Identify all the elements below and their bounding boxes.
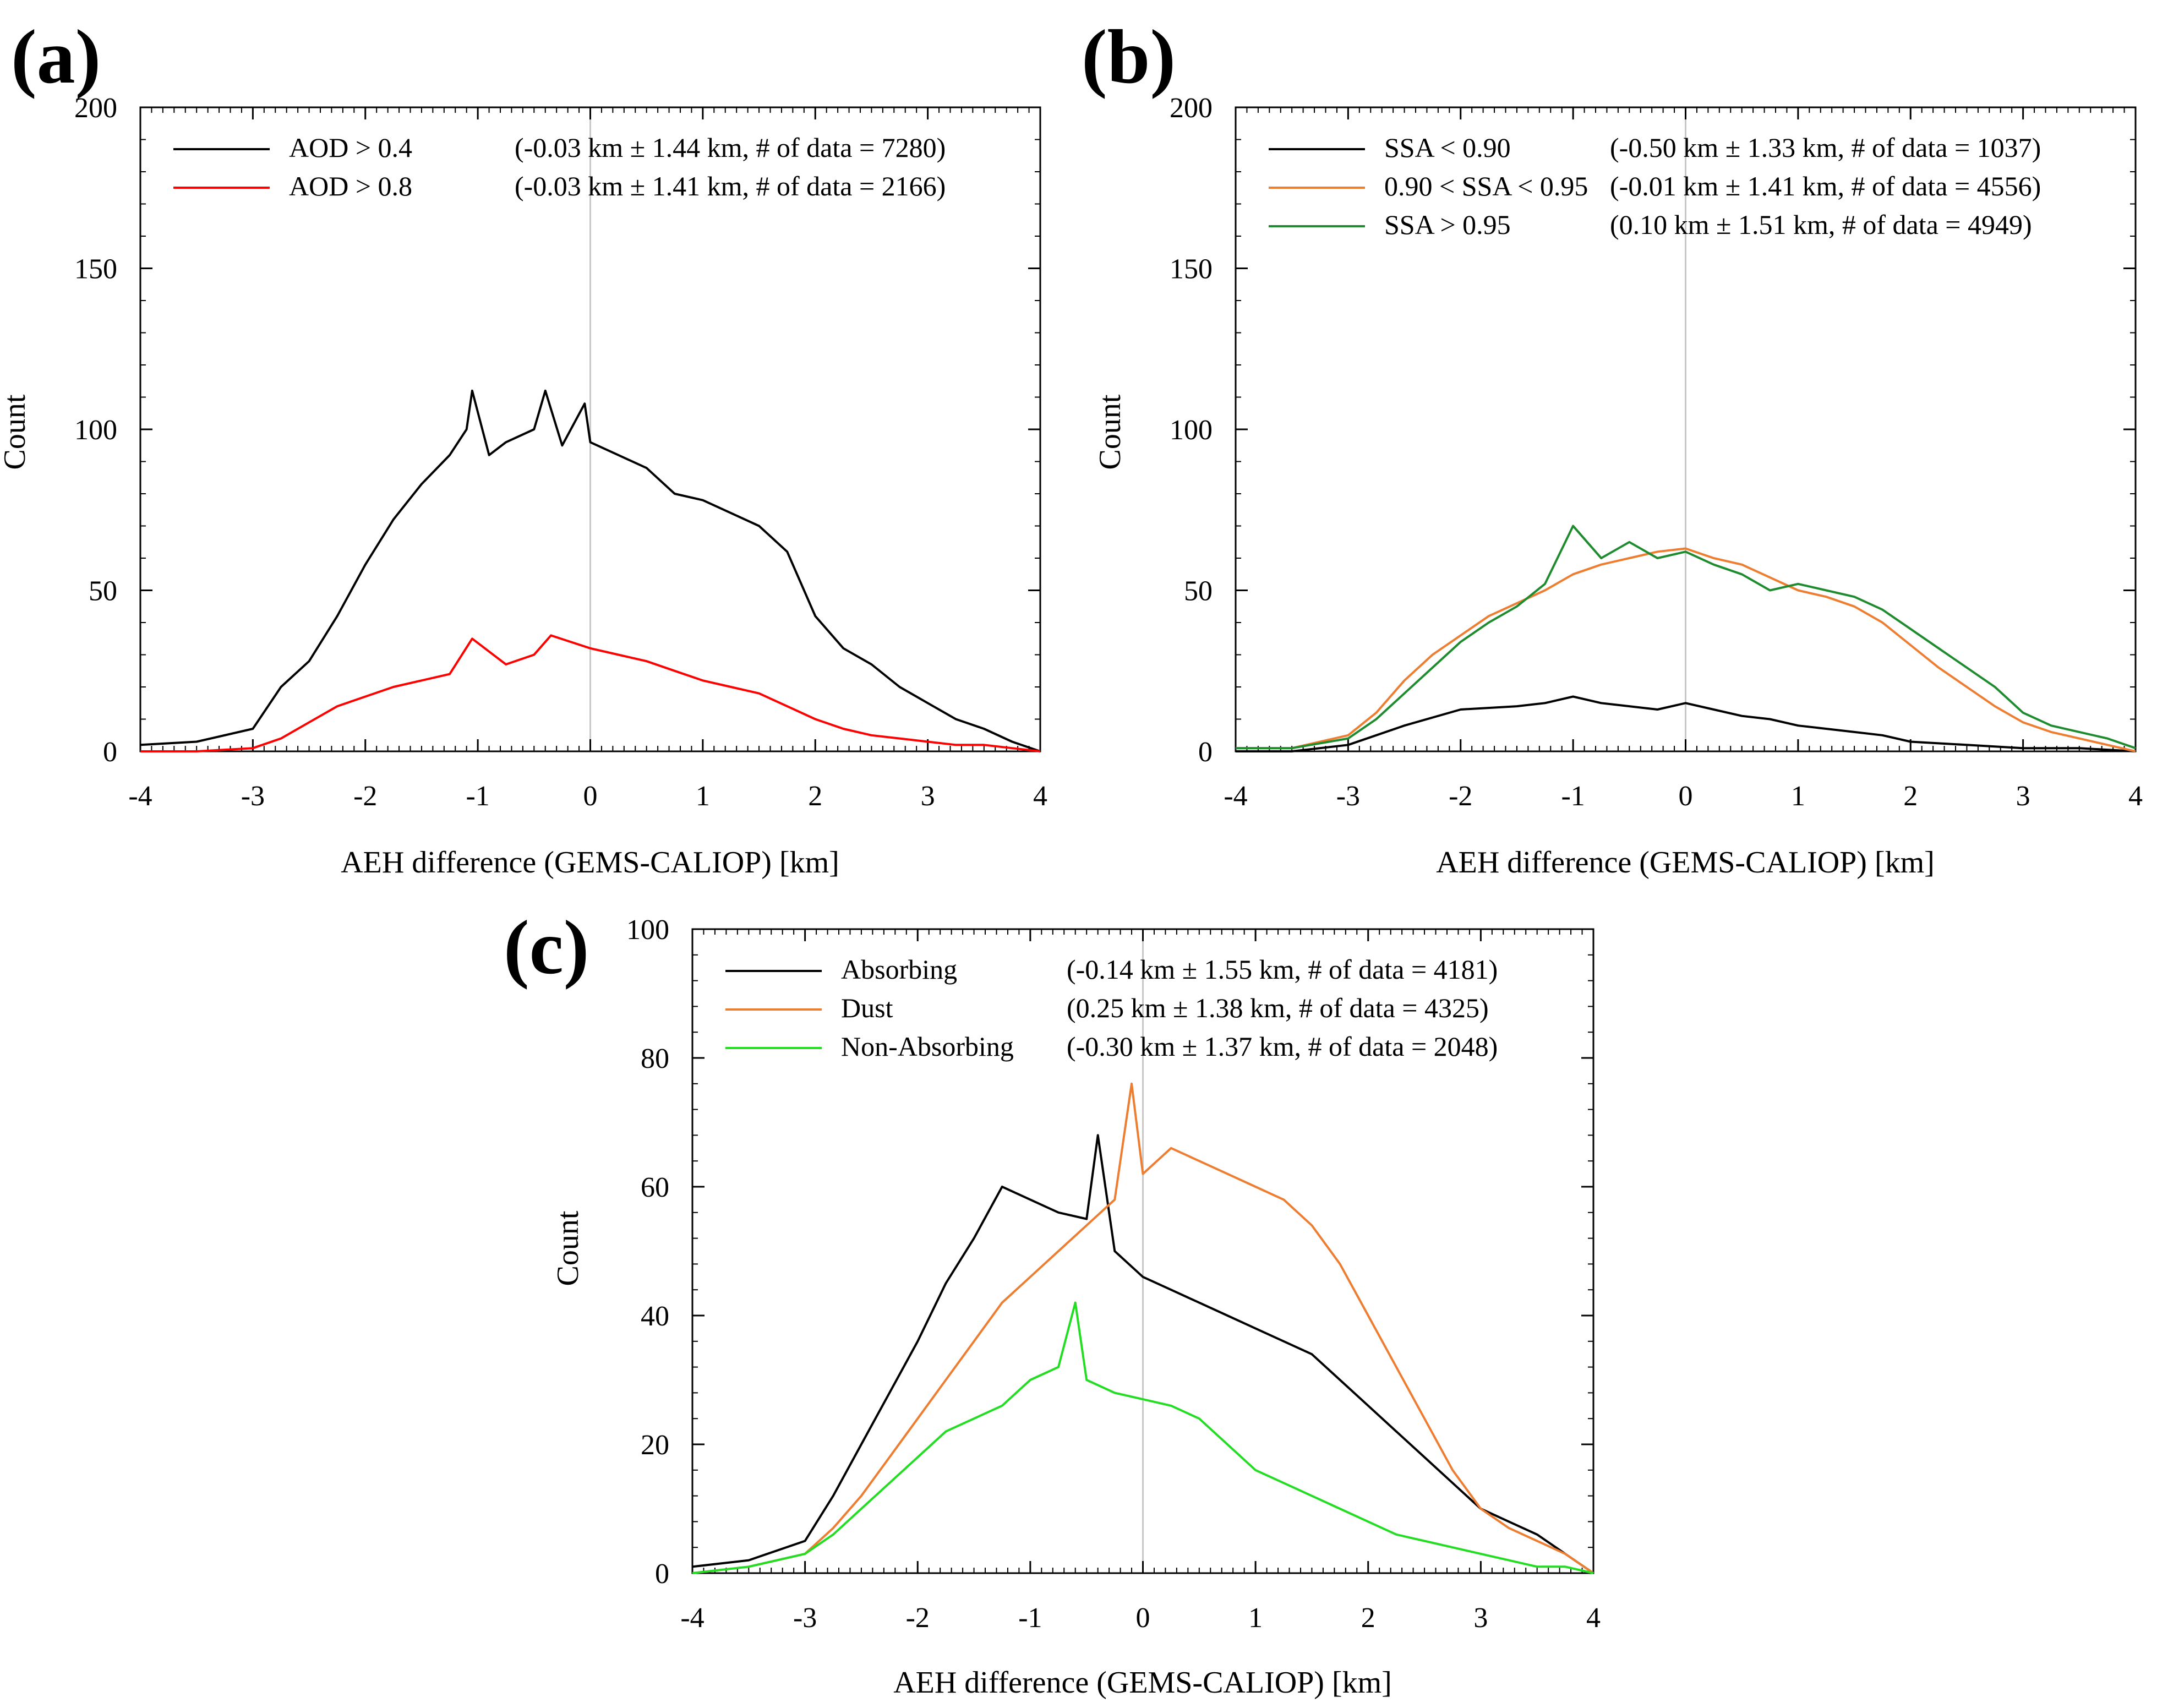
- legend-stats: (-0.03 km ± 1.44 km, # of data = 7280): [515, 132, 946, 163]
- x-tick-label: -3: [793, 1602, 817, 1634]
- y-tick-label: 60: [641, 1172, 669, 1203]
- y-tick-label: 100: [1170, 414, 1213, 446]
- series-line-2: [1236, 547, 2136, 752]
- legend-label: Absorbing: [841, 954, 957, 985]
- x-tick-label: 3: [2016, 781, 2030, 812]
- x-tick-label: 1: [1791, 781, 1805, 812]
- y-tick-label: 20: [641, 1429, 669, 1461]
- series-line-2: [140, 634, 1041, 752]
- legend-stats: (-0.01 km ± 1.41 km, # of data = 4556): [1610, 171, 2041, 201]
- x-tick-label: 0: [1679, 781, 1693, 812]
- y-tick-label: 80: [641, 1043, 669, 1074]
- series-line-3: [692, 1301, 1594, 1574]
- x-tick-label: -2: [1449, 781, 1472, 812]
- series-line-1: [1236, 695, 2136, 752]
- legend-label: SSA < 0.90: [1384, 132, 1511, 163]
- x-tick-label: -2: [906, 1602, 930, 1634]
- y-tick-label: 50: [89, 576, 117, 607]
- x-tick-label: 3: [921, 781, 935, 812]
- y-tick-label: 200: [1170, 92, 1213, 124]
- x-tick-label: -4: [128, 781, 152, 812]
- x-tick-label: 0: [583, 781, 598, 812]
- x-tick-label: 1: [1248, 1602, 1263, 1634]
- legend-stats: (-0.14 km ± 1.55 km, # of data = 4181): [1067, 954, 1498, 985]
- x-tick-label: 4: [2128, 781, 2143, 812]
- x-axis-title: AEH difference (GEMS-CALIOP) [km]: [341, 845, 839, 880]
- y-axis-title: Count: [0, 394, 32, 470]
- panel-label: (c): [504, 905, 589, 990]
- legend-stats: (-0.50 km ± 1.33 km, # of data = 1037): [1610, 132, 2041, 163]
- x-tick-label: -3: [241, 781, 265, 812]
- series-line-2: [692, 1082, 1594, 1574]
- panel-label: (b): [1082, 14, 1176, 100]
- x-tick-label: 0: [1136, 1602, 1150, 1634]
- y-tick-label: 100: [74, 414, 117, 446]
- x-tick-label: 2: [1361, 1602, 1375, 1634]
- x-tick-label: 2: [1903, 781, 1918, 812]
- x-tick-label: -2: [353, 781, 377, 812]
- y-tick-label: 0: [655, 1558, 669, 1590]
- x-axis-title: AEH difference (GEMS-CALIOP) [km]: [893, 1666, 1392, 1700]
- legend-stats: (0.10 km ± 1.51 km, # of data = 4949): [1610, 209, 2032, 240]
- x-tick-label: -4: [680, 1602, 704, 1634]
- legend-label: AOD > 0.8: [289, 171, 412, 201]
- x-tick-label: 2: [808, 781, 822, 812]
- x-tick-label: -3: [1336, 781, 1360, 812]
- y-axis-title: Count: [551, 1210, 585, 1286]
- x-tick-label: 1: [696, 781, 710, 812]
- legend-label: AOD > 0.4: [289, 132, 412, 163]
- x-tick-label: 4: [1033, 781, 1047, 812]
- y-tick-label: 0: [103, 736, 117, 768]
- x-tick-label: -1: [1018, 1602, 1042, 1634]
- legend-label: 0.90 < SSA < 0.95: [1384, 171, 1588, 201]
- y-tick-label: 100: [626, 914, 669, 946]
- chart-panel-b: (b) -4 -3 -2 -1 0 1 2 3 4 0 50 100 150 200 AEH differen…: [1082, 14, 2143, 880]
- x-axis-title: AEH difference (GEMS-CALIOP) [km]: [1436, 845, 1935, 880]
- legend-label: Non-Absorbing: [841, 1031, 1014, 1062]
- series-line-1: [140, 389, 1041, 752]
- legend-stats: (0.25 km ± 1.38 km, # of data = 4325): [1067, 992, 1489, 1023]
- panel-label: (a): [11, 14, 101, 100]
- y-axis-title: Count: [1093, 394, 1127, 470]
- legend-label: Dust: [841, 992, 893, 1023]
- legend-label: SSA > 0.95: [1384, 209, 1511, 240]
- y-tick-label: 150: [1170, 254, 1213, 285]
- x-tick-label: -4: [1224, 781, 1247, 812]
- chart-panel-a: (a) -4 -3 -2 -1 0 1 2 3 4 0 50 100 150 200 AEH differen…: [0, 14, 1047, 880]
- legend-stats: (-0.03 km ± 1.41 km, # of data = 2166): [515, 171, 946, 201]
- series-line-3: [1236, 525, 2136, 750]
- y-tick-label: 0: [1198, 736, 1213, 768]
- y-tick-label: 50: [1184, 576, 1213, 607]
- x-tick-label: -1: [1561, 781, 1585, 812]
- x-tick-label: 3: [1473, 1602, 1488, 1634]
- y-tick-label: 200: [74, 92, 117, 124]
- series-line-1: [692, 1134, 1594, 1574]
- legend-stats: (-0.30 km ± 1.37 km, # of data = 2048): [1067, 1031, 1498, 1062]
- x-tick-label: -1: [466, 781, 489, 812]
- y-tick-label: 150: [74, 254, 117, 285]
- y-tick-label: 40: [641, 1301, 669, 1332]
- x-tick-label: 4: [1586, 1602, 1601, 1634]
